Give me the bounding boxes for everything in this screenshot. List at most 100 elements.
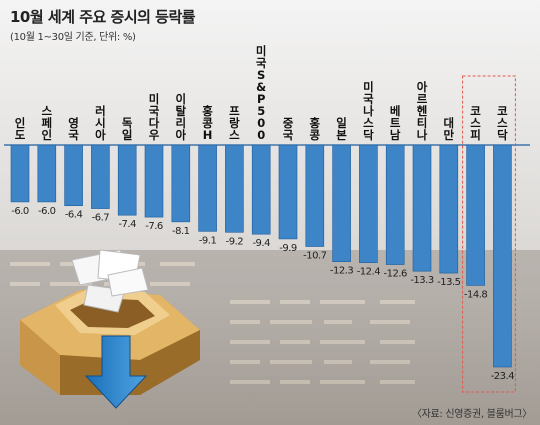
value-label-14: -12.6 (384, 269, 408, 280)
bar-1 (37, 144, 57, 203)
category-label-16: 대만 (444, 116, 455, 142)
category-label-14: 베트남 (390, 104, 401, 142)
svg-text:코: 코 (470, 104, 481, 118)
bar-18 (493, 144, 512, 368)
bar-2 (64, 144, 83, 207)
svg-text:아: 아 (95, 128, 106, 142)
category-label-4: 독일 (122, 116, 133, 142)
value-label-2: -6.4 (65, 210, 83, 221)
value-label-10: -9.9 (279, 243, 297, 254)
svg-text:페: 페 (42, 116, 53, 130)
svg-text:트: 트 (390, 116, 401, 130)
value-label-7: -9.1 (199, 235, 217, 246)
svg-text:스: 스 (229, 128, 240, 142)
svg-text:시: 시 (95, 116, 106, 130)
svg-text:일: 일 (336, 116, 347, 130)
svg-text:S: S (257, 68, 265, 82)
svg-text:남: 남 (390, 128, 401, 142)
svg-text:스: 스 (363, 116, 374, 130)
category-label-17: 코스피 (470, 104, 481, 142)
svg-text:대: 대 (444, 116, 455, 130)
svg-text:프: 프 (229, 104, 240, 118)
bar-17 (466, 144, 485, 286)
value-label-12: -12.3 (330, 266, 354, 277)
category-label-3: 러시아 (95, 104, 106, 142)
svg-text:인: 인 (42, 128, 53, 142)
svg-text:코: 코 (497, 104, 508, 118)
svg-text:국: 국 (68, 128, 79, 142)
svg-text:우: 우 (149, 128, 160, 142)
svg-text:아: 아 (417, 80, 428, 94)
svg-text:베: 베 (390, 104, 401, 118)
svg-text:랑: 랑 (229, 116, 240, 130)
svg-text:미: 미 (256, 44, 267, 58)
bar-10 (278, 144, 298, 240)
category-label-12: 일본 (336, 116, 347, 142)
svg-text:홍: 홍 (202, 104, 213, 118)
svg-text:국: 국 (149, 104, 160, 118)
svg-text:일: 일 (122, 128, 133, 142)
svg-text:르: 르 (417, 92, 428, 106)
bar-13 (359, 144, 378, 263)
category-label-10: 중국 (283, 116, 294, 142)
svg-text:피: 피 (470, 128, 481, 142)
highlight-box (462, 75, 516, 393)
chart-subtitle: (10월 1~30일 기준, 단위: %) (10, 32, 136, 43)
category-label-7: 홍콩H (202, 104, 213, 142)
svg-text:헨: 헨 (417, 104, 428, 118)
chart-title: 10월 세계 주요 증시의 등락률 (10, 8, 196, 26)
bar-14 (385, 144, 405, 265)
value-label-15: -13.3 (410, 275, 434, 286)
bar-0 (10, 144, 30, 203)
svg-text:나: 나 (363, 104, 374, 118)
svg-text:리: 리 (176, 116, 187, 130)
bar-8 (225, 144, 244, 233)
category-label-11: 홍콩 (310, 116, 321, 142)
bar-5 (144, 144, 164, 218)
svg-text:홍: 홍 (310, 116, 321, 130)
svg-text:스: 스 (497, 116, 508, 130)
svg-text:도: 도 (15, 128, 26, 142)
svg-text:콩: 콩 (202, 116, 213, 130)
svg-text:탈: 탈 (176, 104, 187, 118)
bar-15 (412, 144, 432, 272)
value-label-17: -14.8 (464, 289, 488, 300)
svg-text:다: 다 (149, 116, 160, 130)
value-label-5: -7.6 (145, 221, 163, 232)
svg-text:나: 나 (417, 128, 428, 142)
svg-text:닥: 닥 (363, 128, 374, 142)
value-label-3: -6.7 (92, 213, 110, 224)
bar-4 (117, 144, 137, 216)
svg-text:이: 이 (176, 92, 187, 106)
svg-text:러: 러 (95, 104, 106, 118)
svg-text:닥: 닥 (497, 128, 508, 142)
value-label-11: -10.7 (303, 251, 327, 262)
svg-text:국: 국 (283, 128, 294, 142)
svg-text:미: 미 (149, 92, 160, 106)
svg-text:중: 중 (283, 116, 294, 130)
bar-16 (439, 144, 459, 274)
bar-6 (171, 144, 191, 223)
value-label-13: -12.4 (357, 267, 381, 278)
category-label-18: 코스닥 (497, 104, 508, 142)
category-label-2: 영국 (68, 116, 79, 142)
svg-text:국: 국 (363, 92, 374, 106)
value-label-9: -9.4 (252, 238, 270, 249)
bar-7 (198, 144, 217, 232)
category-label-0: 인도 (15, 116, 26, 142)
down-arrow-icon (84, 335, 148, 409)
category-label-8: 프랑스 (229, 104, 240, 142)
source-note: 〈자료: 신영증권, 블룸버그〉 (411, 409, 532, 420)
value-label-18: -23.4 (491, 371, 515, 382)
svg-text:P: P (257, 92, 265, 106)
svg-text:티: 티 (417, 116, 428, 130)
svg-text:국: 국 (256, 56, 267, 70)
value-label-6: -8.1 (172, 226, 190, 237)
svg-text:H: H (203, 128, 213, 142)
svg-text:스: 스 (470, 116, 481, 130)
svg-text:인: 인 (15, 116, 26, 130)
